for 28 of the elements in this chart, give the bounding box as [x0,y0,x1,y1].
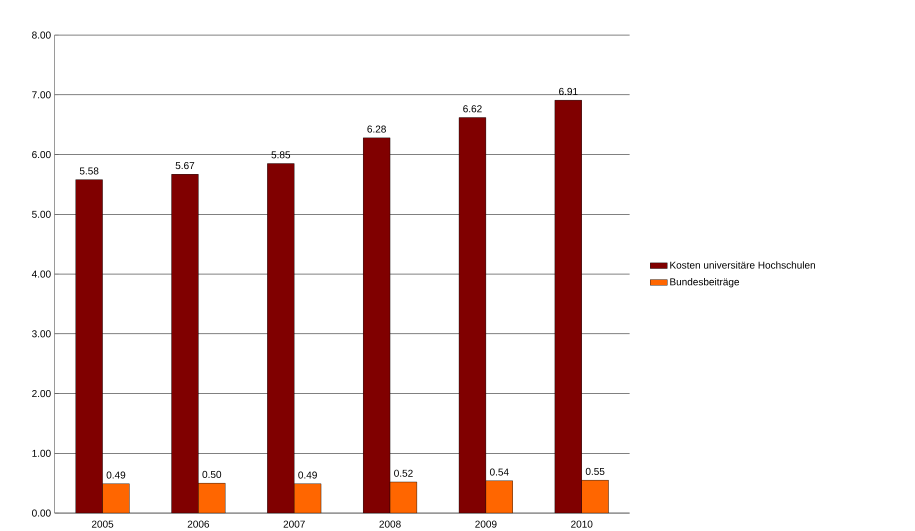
x-tick-label: 2006 [188,520,210,528]
y-tick-label: 7.00 [32,91,51,98]
x-tick-label: 2009 [475,520,497,528]
y-tick-label: 8.00 [32,32,51,39]
data-label: 0.55 [586,468,604,475]
x-tick-label: 2005 [92,520,114,528]
data-label: 6.62 [463,105,482,112]
data-label: 0.54 [490,468,509,476]
x-tick-label: 2007 [284,520,305,528]
y-tick-label: 6.00 [32,151,51,158]
legend-label: Bundesbeiträge [670,278,740,288]
data-label: 0.50 [202,470,222,478]
y-tick-label: 4.00 [32,270,51,278]
data-label: 5.58 [80,167,98,174]
x-tick-label: 2008 [379,520,401,528]
y-tick-label: 5.00 [32,210,51,218]
data-label: 0.49 [298,472,317,479]
data-label: 6.28 [367,126,386,133]
data-label: 5.67 [176,162,194,170]
data-label: 0.49 [106,472,126,479]
legend-label: Kosten universitäre Hochschulen [670,261,815,269]
y-tick-label: 3.00 [32,330,51,338]
data-label: 0.52 [394,470,413,477]
x-tick-label: 2010 [571,520,592,528]
y-tick-label: 0.00 [32,510,51,517]
data-label: 6.91 [559,88,578,95]
y-tick-label: 1.00 [32,450,51,457]
y-tick-label: 2.00 [32,390,51,398]
